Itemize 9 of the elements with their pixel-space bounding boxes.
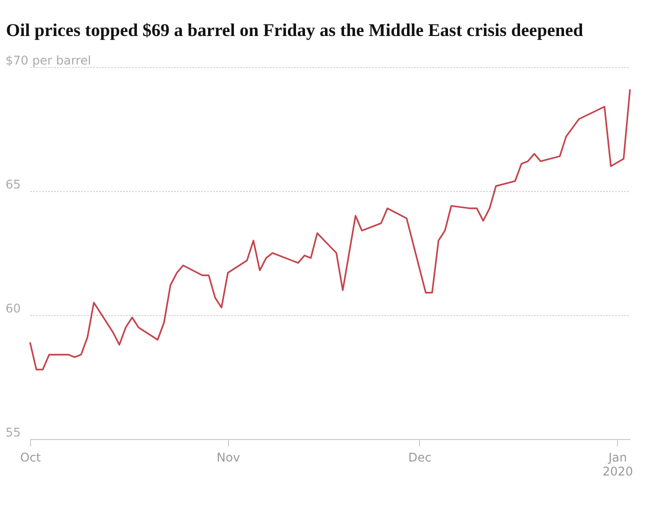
y-tick-label: 60	[6, 302, 21, 316]
chart-title: Oil prices topped $69 a barrel on Friday as the Middle East crisis deepened	[6, 20, 584, 40]
x-tick-label: Oct	[20, 450, 42, 464]
y-tick-label: 65	[6, 178, 21, 192]
x-tick-label: Nov	[216, 450, 240, 464]
y-tick-label: $70 per barrel	[6, 54, 92, 68]
x-tick-label: Jan 2020	[602, 450, 634, 478]
y-tick-label: 55	[6, 426, 21, 440]
x-tick-label: Dec	[408, 450, 432, 464]
